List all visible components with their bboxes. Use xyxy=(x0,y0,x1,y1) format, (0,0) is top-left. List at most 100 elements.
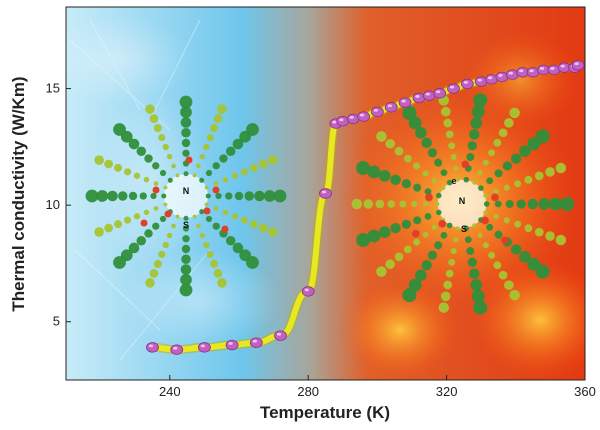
spin-sphere xyxy=(124,216,132,224)
spin-sphere xyxy=(519,251,531,263)
spin-sphere xyxy=(171,163,176,169)
electron-sphere xyxy=(152,186,160,194)
spin-sphere xyxy=(356,160,371,176)
y-tick-label: 10 xyxy=(46,197,60,212)
spin-sphere xyxy=(175,214,180,219)
spin-sphere xyxy=(494,200,502,208)
spin-sphere xyxy=(435,201,440,207)
data-point xyxy=(433,88,447,99)
spin-sphere xyxy=(205,169,213,177)
spin-sphere xyxy=(403,154,412,163)
spin-sphere xyxy=(535,129,550,144)
spin-sphere xyxy=(213,268,223,278)
electron-sphere xyxy=(185,156,193,164)
spin-sphere xyxy=(180,264,192,275)
spin-sphere xyxy=(222,176,229,183)
spin-sphere xyxy=(149,268,159,278)
x-tick-label: 360 xyxy=(574,384,596,399)
spin-sphere xyxy=(385,259,396,270)
data-point-highlight xyxy=(373,109,379,112)
spin-sphere xyxy=(471,289,485,303)
spin-sphere xyxy=(527,198,538,210)
spin-sphere xyxy=(413,162,421,170)
spin-sphere xyxy=(510,153,522,164)
spin-sphere xyxy=(175,173,180,178)
spin-sphere xyxy=(273,189,287,203)
spin-sphere xyxy=(424,188,432,196)
spin-label: N xyxy=(183,186,190,196)
spin-sphere xyxy=(153,206,159,211)
spin-label: S xyxy=(461,224,467,234)
spin-sphere xyxy=(535,264,550,279)
spin-sphere xyxy=(246,123,259,136)
x-tick-label: 240 xyxy=(159,384,181,399)
spin-sphere xyxy=(470,117,483,129)
spin-sphere xyxy=(205,193,211,199)
spin-sphere xyxy=(486,223,494,231)
spin-sphere xyxy=(390,222,401,234)
data-point-highlight xyxy=(415,95,420,98)
spin-sphere xyxy=(217,104,227,114)
spin-sphere xyxy=(114,220,123,229)
spin-sphere xyxy=(555,234,567,246)
y-tick-label: 15 xyxy=(46,81,60,96)
spin-sphere xyxy=(493,138,502,147)
spin-sphere xyxy=(431,178,437,184)
spin-sphere xyxy=(171,223,176,229)
spin-sphere xyxy=(128,242,140,254)
spin-sphere xyxy=(446,222,453,229)
spin-sphere xyxy=(493,213,499,219)
spin-sphere xyxy=(524,175,533,184)
spin-sphere xyxy=(143,176,150,183)
spin-sphere xyxy=(493,261,502,270)
spin-sphere xyxy=(440,231,448,239)
spin-sphere xyxy=(434,241,443,250)
data-point xyxy=(146,342,159,353)
spin-sphere xyxy=(159,169,167,177)
spin-sphere xyxy=(394,252,404,262)
spin-sphere xyxy=(402,105,417,120)
data-point-highlight xyxy=(425,92,430,96)
spin-label: N xyxy=(459,196,466,206)
data-point xyxy=(571,60,585,71)
spin-sphere xyxy=(466,153,475,162)
spin-sphere xyxy=(503,184,510,191)
spin-sphere xyxy=(258,159,268,169)
spin-sphere xyxy=(196,163,201,169)
spin-sphere xyxy=(421,260,432,271)
electron-sphere xyxy=(140,219,148,227)
spin-sphere xyxy=(136,235,147,246)
spin-sphere xyxy=(455,177,460,182)
spin-sphere xyxy=(473,300,488,315)
spin-sphere xyxy=(163,202,168,207)
spin-sphere xyxy=(435,192,442,199)
data-point-highlight xyxy=(435,90,441,94)
electron-sphere xyxy=(438,219,447,228)
spin-sphere xyxy=(179,95,193,109)
spin-label: S xyxy=(183,220,189,230)
spin-sphere xyxy=(133,172,141,179)
spin-sphere xyxy=(415,269,427,282)
y-axis-title: Thermal conductivity (W/Km) xyxy=(9,76,28,311)
data-point-highlight xyxy=(304,288,309,292)
spin-sphere xyxy=(493,189,499,195)
data-point-highlight xyxy=(359,113,365,117)
spin-sphere xyxy=(167,177,173,183)
spin-sphere xyxy=(149,114,159,124)
spin-sphere xyxy=(445,269,454,278)
spin-sphere xyxy=(356,232,371,248)
spin-sphere xyxy=(502,161,512,171)
spin-sphere xyxy=(158,250,166,258)
spin-sphere xyxy=(482,242,489,249)
spin-sphere xyxy=(210,124,219,133)
spin-sphere xyxy=(180,117,192,128)
spin-sphere xyxy=(96,190,109,202)
spin-sphere xyxy=(240,216,248,224)
spin-sphere xyxy=(509,107,520,119)
data-point-highlight xyxy=(539,67,545,70)
spin-sphere xyxy=(483,210,488,215)
spin-sphere xyxy=(234,191,244,201)
spin-sphere xyxy=(182,225,190,232)
data-point xyxy=(319,188,332,199)
